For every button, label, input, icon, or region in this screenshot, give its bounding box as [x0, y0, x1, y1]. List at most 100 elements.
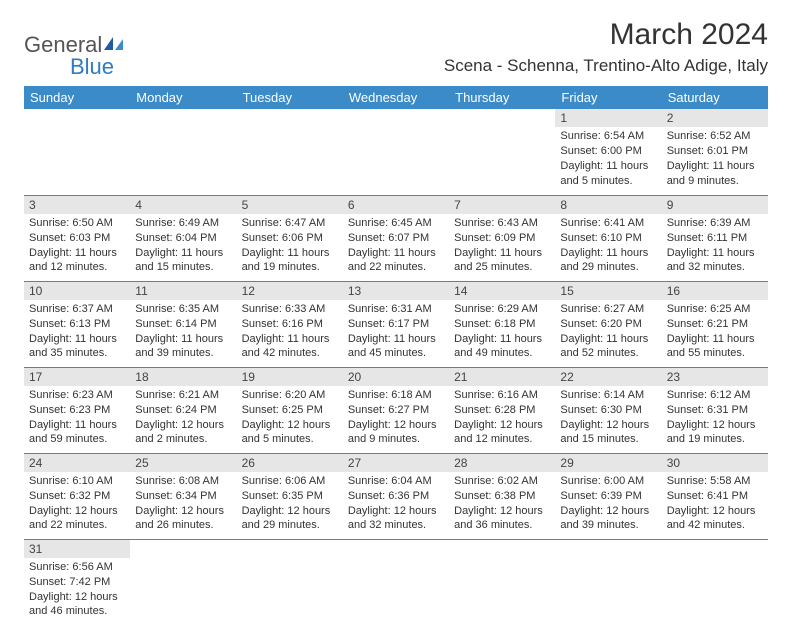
sunrise: Sunrise: 6:47 AM: [242, 216, 338, 231]
sunrise: Sunrise: 6:27 AM: [560, 302, 656, 317]
daylight: Daylight: 11 hours and 32 minutes.: [667, 246, 763, 276]
calendar-cell: [449, 109, 555, 195]
daylight: Daylight: 11 hours and 55 minutes.: [667, 332, 763, 362]
sunrise: Sunrise: 6:29 AM: [454, 302, 550, 317]
day-number: 9: [662, 196, 768, 214]
calendar-week: 1Sunrise: 6:54 AMSunset: 6:00 PMDaylight…: [24, 109, 768, 195]
day-number: [343, 540, 449, 558]
day-number: [662, 540, 768, 558]
day-content: Sunrise: 6:47 AMSunset: 6:06 PMDaylight:…: [237, 214, 343, 277]
day-number: [130, 109, 236, 127]
sunset: Sunset: 6:34 PM: [135, 489, 231, 504]
calendar-week: 3Sunrise: 6:50 AMSunset: 6:03 PMDaylight…: [24, 195, 768, 281]
sunrise: Sunrise: 6:00 AM: [560, 474, 656, 489]
calendar-cell: 5Sunrise: 6:47 AMSunset: 6:06 PMDaylight…: [237, 195, 343, 281]
day-content: Sunrise: 6:14 AMSunset: 6:30 PMDaylight:…: [555, 386, 661, 449]
sunset: Sunset: 6:41 PM: [667, 489, 763, 504]
daylight: Daylight: 11 hours and 5 minutes.: [560, 159, 656, 189]
sunset: Sunset: 6:03 PM: [29, 231, 125, 246]
day-number: 30: [662, 454, 768, 472]
sunrise: Sunrise: 6:52 AM: [667, 129, 763, 144]
calendar-cell: 1Sunrise: 6:54 AMSunset: 6:00 PMDaylight…: [555, 109, 661, 195]
sunrise: Sunrise: 6:33 AM: [242, 302, 338, 317]
sunset: Sunset: 6:38 PM: [454, 489, 550, 504]
calendar-cell: 20Sunrise: 6:18 AMSunset: 6:27 PMDayligh…: [343, 367, 449, 453]
day-number: [237, 109, 343, 127]
calendar-cell: 23 Sunrise: 6:12 AMSunset: 6:31 PMDayligh…: [662, 367, 768, 453]
sunrise: Sunrise: 6:43 AM: [454, 216, 550, 231]
sunrise: Sunrise: 6:06 AM: [242, 474, 338, 489]
sunset: Sunset: 6:24 PM: [135, 403, 231, 418]
day-header: Friday: [555, 86, 661, 109]
daylight: Daylight: 12 hours and 32 minutes.: [348, 504, 444, 534]
sunset: Sunset: 6:10 PM: [560, 231, 656, 246]
day-content: Sunrise: 6:35 AMSunset: 6:14 PMDaylight:…: [130, 300, 236, 363]
calendar-cell: 11Sunrise: 6:35 AMSunset: 6:14 PMDayligh…: [130, 281, 236, 367]
calendar-cell: [237, 109, 343, 195]
day-content: Sunrise: 6:16 AMSunset: 6:28 PMDaylight:…: [449, 386, 555, 449]
calendar-cell: [662, 539, 768, 625]
day-content: Sunrise: 6:10 AMSunset: 6:32 PMDaylight:…: [24, 472, 130, 535]
calendar-week: 31Sunrise: 6:56 AMSunset: 7:42 PMDayligh…: [24, 539, 768, 625]
daylight: Daylight: 11 hours and 29 minutes.: [560, 246, 656, 276]
calendar-cell: [449, 539, 555, 625]
day-number: 1: [555, 109, 661, 127]
day-number: 16: [662, 282, 768, 300]
day-number: 29: [555, 454, 661, 472]
calendar-cell: 30Sunrise: 5:58 AMSunset: 6:41 PMDayligh…: [662, 453, 768, 539]
sunset: Sunset: 6:20 PM: [560, 317, 656, 332]
daylight: Daylight: 12 hours and 46 minutes.: [29, 590, 125, 620]
day-number: 31: [24, 540, 130, 558]
day-content: Sunrise: 6:08 AMSunset: 6:34 PMDaylight:…: [130, 472, 236, 535]
sunset: Sunset: 6:36 PM: [348, 489, 444, 504]
page-title: March 2024: [444, 18, 768, 52]
day-content: Sunrise: 6:41 AMSunset: 6:10 PMDaylight:…: [555, 214, 661, 277]
calendar-week: 24Sunrise: 6:10 AMSunset: 6:32 PMDayligh…: [24, 453, 768, 539]
day-number: 23: [662, 368, 768, 386]
day-number: [555, 540, 661, 558]
day-number: 20: [343, 368, 449, 386]
sunrise: Sunrise: 5:58 AM: [667, 474, 763, 489]
calendar-cell: 21Sunrise: 6:16 AMSunset: 6:28 PMDayligh…: [449, 367, 555, 453]
day-header: Sunday: [24, 86, 130, 109]
sunrise: Sunrise: 6:20 AM: [242, 388, 338, 403]
day-number: 11: [130, 282, 236, 300]
day-number: [130, 540, 236, 558]
calendar-head: SundayMondayTuesdayWednesdayThursdayFrid…: [24, 86, 768, 109]
day-number: [237, 540, 343, 558]
sunset: Sunset: 6:32 PM: [29, 489, 125, 504]
daylight: Daylight: 11 hours and 45 minutes.: [348, 332, 444, 362]
calendar-cell: 18Sunrise: 6:21 AMSunset: 6:24 PMDayligh…: [130, 367, 236, 453]
calendar-cell: 4Sunrise: 6:49 AMSunset: 6:04 PMDaylight…: [130, 195, 236, 281]
daylight: Daylight: 11 hours and 39 minutes.: [135, 332, 231, 362]
daylight: Daylight: 12 hours and 9 minutes.: [348, 418, 444, 448]
day-number: 24: [24, 454, 130, 472]
day-header: Thursday: [449, 86, 555, 109]
calendar-cell: 3Sunrise: 6:50 AMSunset: 6:03 PMDaylight…: [24, 195, 130, 281]
daylight: Daylight: 11 hours and 25 minutes.: [454, 246, 550, 276]
calendar-cell: [555, 539, 661, 625]
sunset: Sunset: 6:31 PM: [667, 403, 763, 418]
calendar-cell: [130, 109, 236, 195]
sunrise: Sunrise: 6:12 AM: [667, 388, 763, 403]
daylight: Daylight: 11 hours and 35 minutes.: [29, 332, 125, 362]
sunrise: Sunrise: 6:31 AM: [348, 302, 444, 317]
day-content: Sunrise: 6:29 AMSunset: 6:18 PMDaylight:…: [449, 300, 555, 363]
calendar-cell: 31Sunrise: 6:56 AMSunset: 7:42 PMDayligh…: [24, 539, 130, 625]
day-content: Sunrise: 6:54 AMSunset: 6:00 PMDaylight:…: [555, 127, 661, 190]
calendar-cell: 7Sunrise: 6:43 AMSunset: 6:09 PMDaylight…: [449, 195, 555, 281]
sunrise: Sunrise: 6:39 AM: [667, 216, 763, 231]
sunset: Sunset: 6:18 PM: [454, 317, 550, 332]
daylight: Daylight: 11 hours and 22 minutes.: [348, 246, 444, 276]
calendar-table: SundayMondayTuesdayWednesdayThursdayFrid…: [24, 86, 768, 625]
day-number: [449, 109, 555, 127]
sunrise: Sunrise: 6:16 AM: [454, 388, 550, 403]
daylight: Daylight: 12 hours and 19 minutes.: [667, 418, 763, 448]
day-content: Sunrise: 6:18 AMSunset: 6:27 PMDaylight:…: [343, 386, 449, 449]
calendar-cell: 10Sunrise: 6:37 AMSunset: 6:13 PMDayligh…: [24, 281, 130, 367]
calendar-body: 1Sunrise: 6:54 AMSunset: 6:00 PMDaylight…: [24, 109, 768, 625]
day-number: 26: [237, 454, 343, 472]
calendar-cell: 16Sunrise: 6:25 AMSunset: 6:21 PMDayligh…: [662, 281, 768, 367]
sunset: Sunset: 6:17 PM: [348, 317, 444, 332]
day-number: 3: [24, 196, 130, 214]
